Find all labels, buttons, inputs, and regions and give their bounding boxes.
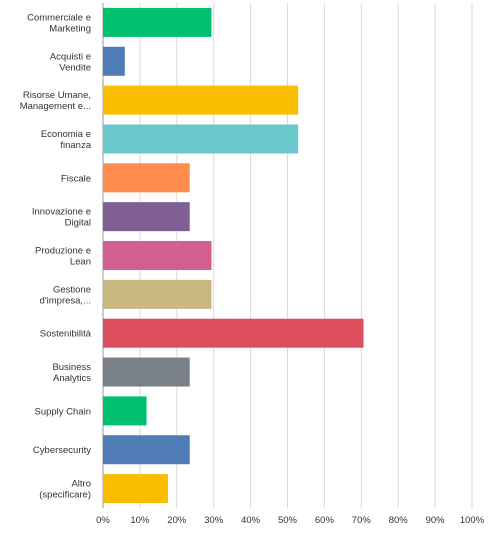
x-tick-label: 50% [278,515,298,526]
x-tick-label: 0% [96,515,110,526]
category-label-line: Lean [70,257,91,268]
category-label: Supply Chain [34,406,91,417]
category-label-line: finanza [60,140,91,151]
category-label-line: (specificare) [39,490,91,501]
category-label: Innovazione e Digital [32,207,91,229]
x-tick-label: 30% [204,515,224,526]
bar [103,474,168,504]
bar [103,46,125,76]
category-label-line: Vendite [59,62,91,73]
category-label-line: Fiscale [61,173,91,184]
x-tick-label: 10% [130,515,150,526]
x-tick-label: 60% [315,515,335,526]
category-label: Sostenibilità [40,329,92,340]
x-axis-ticks: 0% 10% 20% 30% 40% 50% 60% 70% 80% 90% 100% [96,515,485,526]
category-label-line: Produzione e [35,246,91,257]
x-tick-label: 100% [460,515,485,526]
category-label: Fiscale [61,173,91,184]
category-label-line: Business [52,362,91,373]
category-label: Produzione e Lean [35,246,91,268]
category-label: Gestione d'impresa,... [40,284,91,306]
category-label-line: Marketing [49,23,91,34]
category-label: Risorse Umane, Management e... [20,90,91,112]
category-label-line: Commerciale e [27,12,91,23]
category-label-line: Sostenibilità [40,329,92,340]
x-tick-label: 40% [241,515,261,526]
category-label: Cybersecurity [33,445,91,456]
category-labels: Commerciale e Marketing Acquisti e Vendite R… [20,12,92,500]
category-label-line: Altro [71,479,91,490]
category-label: Commerciale e Marketing [27,12,91,34]
category-label-line: Supply Chain [34,406,91,417]
category-label: Business Analytics [52,362,91,384]
x-tick-label: 80% [389,515,409,526]
category-label-line: Cybersecurity [33,445,91,456]
bar [103,7,212,37]
bar [103,241,212,270]
bar [103,279,212,309]
bar [103,396,147,426]
x-tick-label: 90% [426,515,446,526]
category-label-line: d'impresa,... [40,295,91,306]
category-label-line: Innovazione e [32,207,91,218]
category-label-line: Acquisti e [50,51,91,62]
category-label: Economia e finanza [41,129,92,151]
category-label-line: Management e... [20,101,91,112]
bar [103,357,190,387]
bar [103,124,299,154]
category-label-line: Risorse Umane, [23,90,91,101]
bar [103,435,190,465]
category-label: Altro (specificare) [39,479,91,501]
x-tick-label: 20% [167,515,187,526]
bar [103,202,190,232]
category-label-line: Analytics [53,373,91,384]
bars [103,7,364,504]
category-label: Acquisti e Vendite [50,51,91,73]
bar [103,318,364,348]
category-label-line: Economia e [41,129,91,140]
bar [103,163,190,193]
x-tick-label: 70% [352,515,372,526]
category-label-line: Gestione [53,284,91,295]
category-label-line: Digital [65,218,91,229]
bar [103,85,299,115]
